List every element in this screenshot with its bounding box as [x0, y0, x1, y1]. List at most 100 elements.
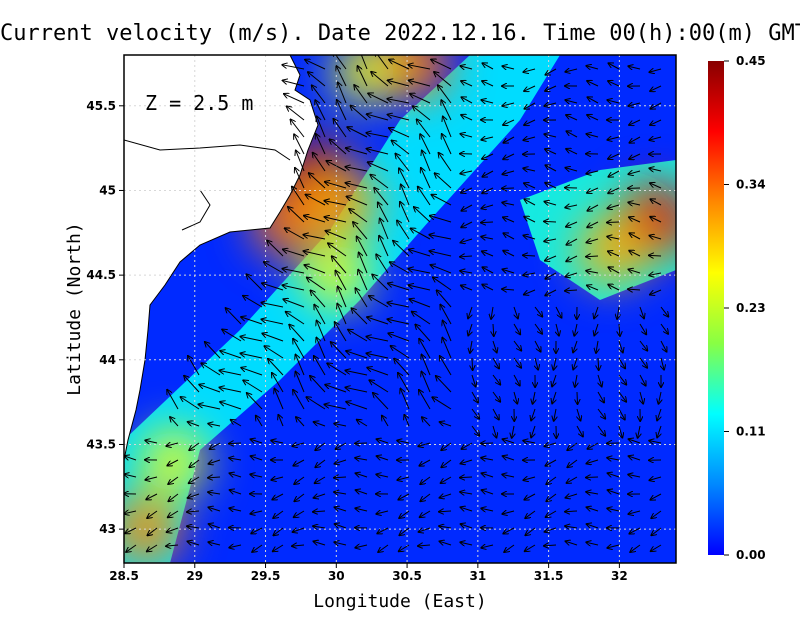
velocity-arrow [289, 325, 305, 342]
velocity-arrow [293, 390, 305, 410]
velocity-arrow [513, 323, 520, 334]
velocity-arrow [346, 183, 368, 189]
velocity-arrow [355, 508, 368, 511]
velocity-arrow [334, 492, 347, 494]
velocity-arrow [432, 397, 452, 410]
velocity-arrow [461, 239, 473, 243]
velocity-arrow [607, 458, 620, 460]
velocity-arrow [333, 55, 347, 70]
velocity-arrow [524, 199, 536, 206]
velocity-arrow [126, 544, 137, 552]
velocity-arrow [286, 312, 305, 325]
velocity-arrow [324, 404, 347, 410]
velocity-arrow [566, 494, 578, 498]
speed-hotspot [578, 215, 647, 284]
velocity-arrow [513, 374, 520, 386]
velocity-arrow [630, 544, 641, 552]
velocity-arrow [231, 420, 242, 427]
velocity-arrow [639, 340, 647, 351]
velocity-arrow [587, 460, 599, 464]
x-tick-label: 31 [469, 569, 486, 583]
velocity-arrow [409, 299, 431, 308]
velocity-arrow [651, 527, 662, 535]
velocity-arrow [147, 510, 158, 518]
velocity-arrow [352, 308, 368, 325]
velocity-arrow [353, 222, 368, 240]
velocity-arrow [355, 545, 368, 548]
velocity-arrow [492, 374, 500, 385]
velocity-arrow [328, 243, 347, 257]
y-tick-label: 45.5 [86, 99, 116, 113]
velocity-arrow [189, 459, 200, 467]
velocity-arrow [379, 236, 389, 257]
velocity-arrow [400, 202, 410, 223]
velocity-arrow [294, 493, 305, 501]
velocity-arrow [271, 477, 284, 480]
velocity-arrow [375, 55, 389, 70]
velocity-arrow [544, 202, 557, 205]
velocity-arrow [629, 269, 641, 273]
velocity-arrow [460, 477, 473, 478]
velocity-arrow [243, 296, 263, 308]
velocity-arrow [576, 425, 583, 436]
colorbar-tick-label: 0.11 [736, 425, 766, 439]
velocity-arrow [338, 83, 347, 104]
velocity-arrow [573, 340, 577, 352]
velocity-arrow [607, 237, 620, 239]
velocity-arrow [482, 285, 494, 291]
velocity-arrow [441, 459, 452, 467]
velocity-arrow [439, 511, 452, 512]
coast-land [124, 55, 319, 461]
velocity-arrow [250, 511, 263, 514]
velocity-arrow [167, 527, 179, 532]
velocity-arrow [618, 391, 626, 402]
velocity-arrow [421, 372, 431, 393]
velocity-arrow [414, 207, 431, 223]
velocity-arrow [435, 173, 452, 189]
velocity-arrow [377, 527, 389, 533]
velocity-arrow [399, 544, 410, 551]
velocity-arrow [628, 511, 641, 514]
velocity-arrow [418, 187, 431, 206]
velocity-arrow [608, 473, 620, 477]
velocity-arrow [335, 524, 347, 528]
velocity-arrow [199, 385, 221, 393]
velocity-arrow [229, 443, 242, 444]
velocity-arrow [398, 493, 410, 500]
y-axis-ticks: 43 43.5 44 44.5 45 45.5 [86, 99, 124, 536]
velocity-arrow [208, 477, 221, 478]
velocity-arrow [577, 408, 580, 420]
velocity-arrow [376, 254, 389, 274]
velocity-arrow [357, 237, 368, 257]
velocity-arrow [189, 476, 200, 483]
velocity-arrow [387, 99, 410, 104]
velocity-arrow [230, 490, 242, 494]
y-tick-label: 43.5 [86, 437, 116, 451]
velocity-arrow [461, 187, 473, 193]
velocity-arrow [650, 183, 662, 189]
velocity-arrow [608, 251, 620, 257]
velocity-arrow [461, 460, 473, 464]
velocity-arrow [657, 425, 661, 437]
velocity-arrow [650, 85, 662, 91]
velocity-arrow [555, 306, 561, 318]
velocity-arrow [460, 66, 473, 69]
velocity-arrow [317, 321, 326, 342]
velocity-arrow [587, 221, 599, 227]
danube-delta-outline [124, 139, 291, 231]
velocity-arrow [264, 262, 284, 274]
velocity-arrow [336, 66, 347, 87]
velocity-arrow [566, 541, 578, 545]
velocity-arrow [640, 306, 644, 318]
velocity-arrow [310, 376, 326, 393]
velocity-arrow [335, 271, 347, 291]
velocity-arrow [338, 287, 347, 308]
velocity-arrow [482, 153, 494, 159]
velocity-arrow [418, 443, 431, 446]
velocity-arrow [524, 119, 536, 125]
x-axis-label: Longitude (East) [313, 591, 486, 612]
velocity-arrow [367, 114, 389, 121]
velocity-arrow [167, 390, 179, 410]
velocity-arrow [442, 338, 452, 359]
velocity-arrow [314, 541, 326, 545]
